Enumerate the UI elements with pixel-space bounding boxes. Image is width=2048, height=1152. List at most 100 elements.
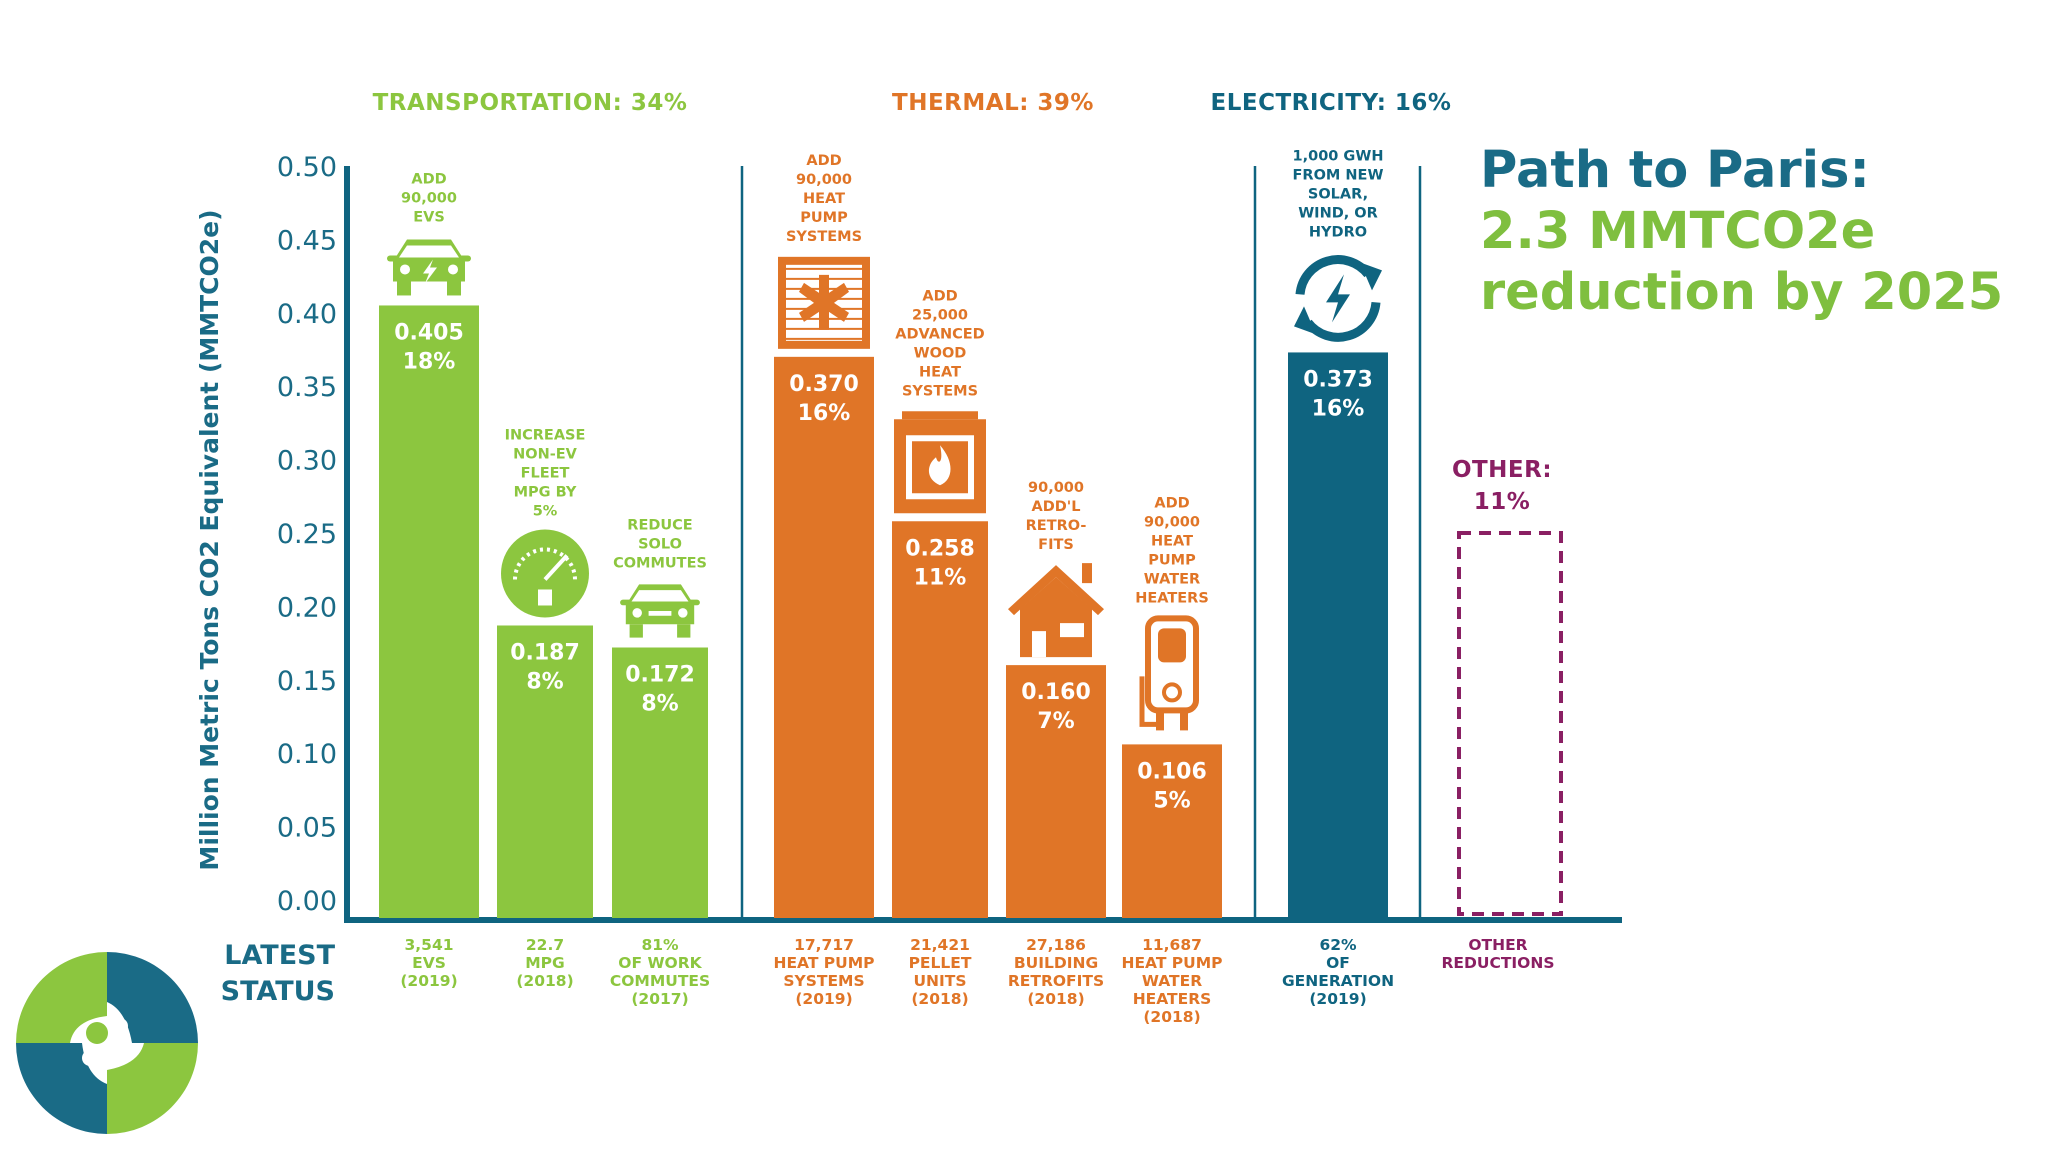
- status-text: (2018): [516, 972, 573, 990]
- bar-annotation: WIND, OR: [1298, 205, 1378, 221]
- headline: Path to Paris: 2.3 MMTCO2e reduction by …: [1480, 140, 2003, 323]
- bar-annotation: REDUCE: [627, 518, 692, 534]
- headline-line-3: reduction by 2025: [1480, 263, 2004, 322]
- bar-share-label: 8%: [526, 669, 563, 694]
- bar-value-label: 0.25: [1483, 550, 1537, 575]
- bar-annotation: HEATERS: [1135, 590, 1209, 606]
- y-tick-label: 0.20: [277, 592, 337, 623]
- y-tick-label: 0.30: [277, 446, 337, 477]
- bar-annotation: ADD: [411, 171, 446, 187]
- status-text: EVS: [412, 954, 446, 972]
- bar-annotation: FROM NEW: [1293, 167, 1384, 183]
- y-tick-label: 0.15: [277, 666, 337, 697]
- y-tick-label: 0.45: [277, 225, 337, 256]
- status-text: HEAT PUMP: [1121, 954, 1222, 972]
- bar-annotation: ADD: [806, 153, 841, 169]
- bar-annotation: HYDRO: [1309, 224, 1367, 240]
- bar-annotation: 90,000: [796, 172, 852, 188]
- bar-annotation: 25,000: [912, 307, 968, 323]
- heat-pump-icon: [778, 256, 870, 349]
- bar-thermal: [1006, 665, 1106, 918]
- bar-annotation: FLEET: [521, 465, 570, 481]
- status-text: RETROFITS: [1008, 972, 1104, 990]
- bar-annotation: SYSTEMS: [902, 383, 978, 399]
- status-text: WATER: [1142, 972, 1202, 990]
- bar-value-label: 0.258: [905, 536, 975, 561]
- bar-electricity: [1288, 352, 1388, 918]
- y-tick-label: 0.10: [277, 739, 337, 770]
- headline-line-1: Path to Paris:: [1480, 141, 1870, 200]
- bar-annotation: EVS: [413, 209, 445, 225]
- y-tick-label: 0.00: [277, 886, 337, 917]
- bar-value-label: 0.172: [625, 663, 695, 688]
- renewable-cycle-icon: [1294, 255, 1382, 342]
- status-text: HEAT PUMP: [773, 954, 874, 972]
- bar-share-label: 16%: [798, 401, 851, 426]
- bar-annotation: 90,000: [1028, 480, 1084, 496]
- bar-value-label: 0.106: [1137, 759, 1207, 784]
- bar-value-label: 0.373: [1303, 367, 1373, 392]
- status-text: MPG: [525, 954, 565, 972]
- bar-annotation: SYSTEMS: [786, 229, 862, 245]
- bar-annotation: HEAT: [919, 364, 961, 380]
- bar-annotation: ADD'L: [1032, 499, 1081, 515]
- organization-logo-icon: [16, 952, 198, 1134]
- status-text: PELLET: [909, 954, 972, 972]
- bar-value-label: 0.405: [394, 320, 464, 345]
- status-text: (2018): [1027, 990, 1084, 1008]
- status-text: (2018): [1143, 1008, 1200, 1026]
- bar-annotation: ADD: [922, 288, 957, 304]
- bar-annotation: RETRO-: [1026, 518, 1087, 534]
- status-text: HEATERS: [1133, 990, 1212, 1008]
- category-title-transportation: TRANSPORTATION: 34%: [373, 90, 688, 116]
- bar-share-label: 16%: [1312, 396, 1365, 421]
- bar-annotation: PUMP: [1148, 552, 1196, 568]
- y-tick-label: 0.35: [277, 372, 337, 403]
- other-title: OTHER:: [1452, 457, 1552, 483]
- bar-annotation: 5%: [533, 503, 558, 519]
- bar-annotation: SOLAR,: [1308, 186, 1368, 202]
- status-text: (2018): [911, 990, 968, 1008]
- bar-annotation: HEAT: [803, 191, 845, 207]
- bar-annotation: 90,000: [1144, 514, 1200, 530]
- status-text: 22.7: [526, 936, 564, 954]
- status-text: 17,717: [794, 936, 854, 954]
- car-bolt-icon: [387, 239, 471, 296]
- status-text: OTHER: [1468, 936, 1527, 954]
- status-text: OF: [1326, 954, 1350, 972]
- status-text: (2017): [631, 990, 688, 1008]
- status-text: UNITS: [913, 972, 966, 990]
- bar-share-label: 11%: [914, 565, 967, 590]
- latest-status-label: LATEST: [224, 940, 335, 971]
- bar-share-label: 8%: [641, 692, 678, 717]
- bar-annotation: HEAT: [1151, 533, 1193, 549]
- bar-annotation: WOOD: [914, 345, 967, 361]
- headline-line-2: 2.3 MMTCO2e: [1480, 202, 1876, 261]
- bar-annotation: 90,000: [401, 190, 457, 206]
- gauge-fuel-icon: [501, 529, 589, 618]
- status-text: SYSTEMS: [783, 972, 864, 990]
- bar-annotation: FITS: [1038, 537, 1074, 553]
- status-text: REDUCTIONS: [1441, 954, 1554, 972]
- bar-thermal: [774, 356, 874, 919]
- bar-other-dashed: [1457, 531, 1563, 916]
- wood-stove-icon: [894, 411, 986, 514]
- status-text: 3,541: [404, 936, 453, 954]
- latest-status-label: STATUS: [221, 976, 335, 1007]
- bar-transportation: [612, 647, 708, 918]
- bar-annotation: SOLO: [638, 537, 682, 553]
- bar-transportation: [497, 625, 593, 918]
- status-text: (2019): [400, 972, 457, 990]
- category-title-thermal: THERMAL: 39%: [892, 90, 1094, 116]
- y-axis-label: Million Metric Tons CO2 Equivalent (MMTC…: [195, 209, 224, 870]
- status-text: COMMUTES: [610, 972, 710, 990]
- y-tick-label: 0.40: [277, 299, 337, 330]
- status-text: 27,186: [1026, 936, 1086, 954]
- bar-thermal: [892, 521, 988, 918]
- category-title-electricity: ELECTRICITY: 16%: [1211, 90, 1452, 116]
- bar-annotation: ADD: [1154, 495, 1189, 511]
- bar-annotation: WATER: [1144, 571, 1200, 587]
- bar-annotation: MPG BY: [514, 484, 577, 500]
- y-tick-label: 0.05: [277, 813, 337, 844]
